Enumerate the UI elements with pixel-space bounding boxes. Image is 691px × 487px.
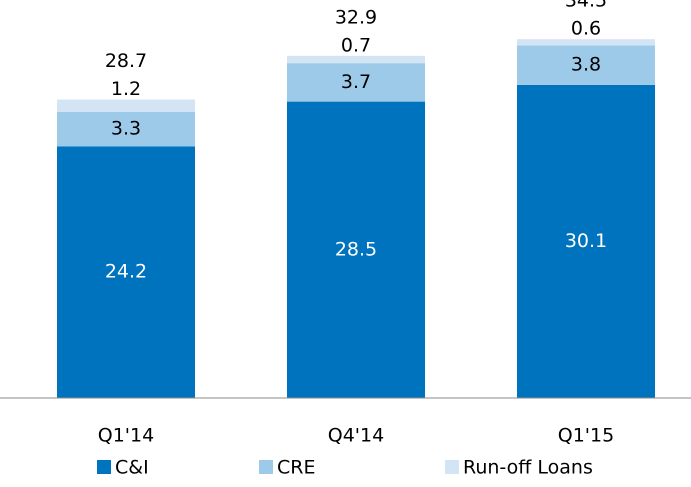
value-label: 30.1: [565, 230, 607, 252]
legend-label: CRE: [277, 457, 315, 479]
value-label: 0.6: [571, 18, 601, 40]
x-tick-label: Q4'14: [328, 425, 384, 447]
x-tick-label: Q1'14: [98, 425, 154, 447]
bar-segment: [517, 45, 655, 85]
total-label: 28.7: [105, 50, 147, 72]
legend-swatch: [259, 460, 273, 474]
bar-segment: [287, 101, 425, 398]
legend-label: Run-off Loans: [463, 457, 593, 479]
bar-segment: [287, 63, 425, 102]
legend-label: C&I: [115, 457, 149, 479]
bar-segment: [57, 112, 195, 147]
value-label: 3.8: [571, 54, 601, 76]
bar-segment: [287, 55, 425, 64]
legend-swatch: [97, 460, 111, 474]
total-label: 34.5: [565, 0, 607, 12]
bar-segment: [57, 146, 195, 398]
total-label: 32.9: [335, 6, 377, 28]
value-label: 24.2: [105, 261, 147, 283]
value-label: 0.7: [341, 34, 371, 56]
value-label: 3.7: [341, 71, 371, 93]
bar-segment: [517, 84, 655, 399]
x-tick-label: Q1'15: [558, 425, 614, 447]
legend-swatch: [445, 460, 459, 474]
value-label: 3.3: [111, 118, 141, 140]
value-label: 28.5: [335, 238, 377, 260]
value-label: 1.2: [111, 78, 141, 100]
bar-segment: [517, 39, 655, 46]
bar-segment: [57, 99, 195, 112]
